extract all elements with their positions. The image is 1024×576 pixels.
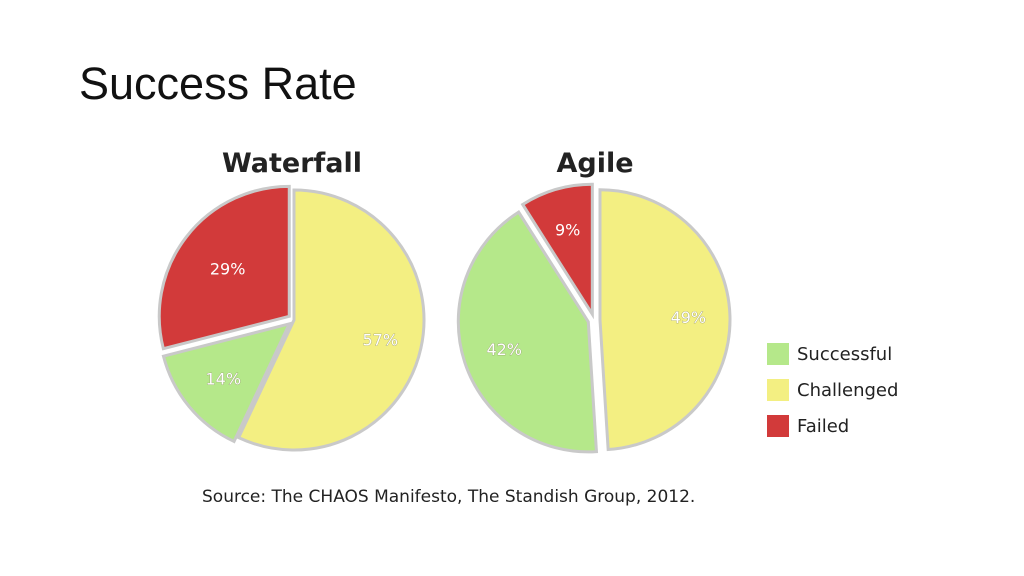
waterfall-slice-successful-label: 14% (205, 370, 241, 389)
legend-label: Failed (797, 415, 850, 437)
legend-item-challenged: Challenged (767, 372, 898, 408)
waterfall-slice-failed (157, 184, 291, 351)
agile-slice-failed-label: 9% (555, 220, 580, 239)
source-note: Source: The CHAOS Manifesto, The Standis… (202, 487, 696, 507)
legend-item-successful: Successful (767, 336, 898, 372)
waterfall-slice-challenged (236, 188, 426, 452)
agile-slice-challenged (598, 188, 732, 452)
slide-title: Success Rate (79, 58, 357, 109)
legend-label: Challenged (797, 379, 899, 401)
legend-swatch-failed (767, 415, 789, 437)
agile-slice-successful (456, 210, 599, 454)
legend-swatch-successful (767, 343, 789, 365)
agile-slice-challenged-label: 49% (671, 308, 707, 327)
legend-label: Successful (797, 343, 893, 365)
agile-chart-title: Agile (556, 148, 633, 179)
legend-item-failed: Failed (767, 408, 898, 444)
waterfall-slice-challenged-label: 57% (362, 330, 398, 349)
agile-slice-failed (520, 182, 594, 320)
legend: Successful Challenged Failed (767, 336, 898, 444)
waterfall-pie: Waterfall 57% 14% 29% (157, 148, 426, 452)
agile-pie: Agile 49% 42% 9% (456, 148, 732, 454)
agile-slice-successful-label: 42% (486, 340, 522, 359)
legend-swatch-challenged (767, 379, 789, 401)
waterfall-chart-title: Waterfall (222, 148, 362, 179)
waterfall-slice-failed-label: 29% (210, 260, 246, 279)
waterfall-slice-successful (161, 321, 293, 444)
